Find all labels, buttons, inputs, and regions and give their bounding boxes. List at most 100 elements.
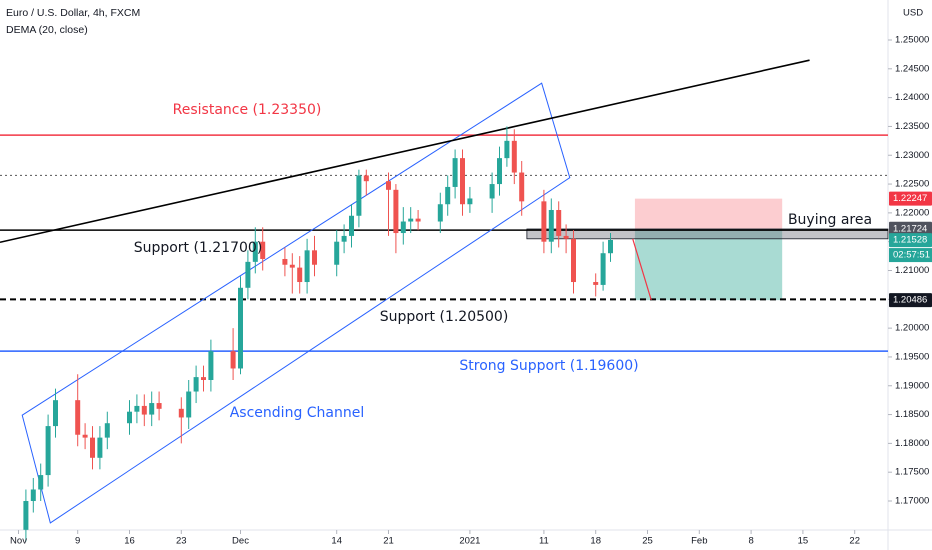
countdown-bg <box>889 248 932 263</box>
x-tick-label: 25 <box>642 536 653 547</box>
plot: Resistance (1.23350) Support (1.21700) Sup… <box>0 59 889 542</box>
annotation: Ascending Channel <box>230 405 365 421</box>
y-tick-label: 1.22500 <box>895 179 929 190</box>
candle-body <box>230 351 236 369</box>
x-tick-label: 16 <box>124 536 135 547</box>
annotation: Support (1.21700) <box>134 240 263 256</box>
candle-body <box>82 434 88 438</box>
candle-body <box>297 267 303 283</box>
candle-body <box>504 140 510 159</box>
candle-body <box>556 209 562 236</box>
candle-body <box>489 184 495 199</box>
target-zone <box>634 228 783 301</box>
candle-body <box>90 437 95 458</box>
candle-body <box>541 201 547 242</box>
candle-body <box>460 158 465 205</box>
candle-body <box>38 475 44 490</box>
y-tick-label: 1.19500 <box>895 351 929 362</box>
candle-body <box>75 400 81 435</box>
candle-body <box>45 426 51 476</box>
y-tick-label: 1.20000 <box>895 323 929 334</box>
candle-body <box>400 221 406 234</box>
x-tick-label: Feb <box>691 536 707 547</box>
candle-body <box>363 175 369 182</box>
stop-zone <box>634 198 783 229</box>
countdown: 02:57:51 <box>893 250 930 261</box>
currency: USD <box>903 8 923 19</box>
y-tick-label: 1.22000 <box>895 207 929 218</box>
candle-body <box>312 250 317 265</box>
candle-body <box>23 501 29 530</box>
candle-body <box>186 391 192 418</box>
x-tick-label: Nov <box>10 536 27 547</box>
candle-body <box>104 423 110 438</box>
chart-title: Euro / U.S. Dollar, 4h, FXCM <box>6 7 140 19</box>
x-tick-label: 21 <box>383 536 394 547</box>
candle-body <box>467 198 473 205</box>
y-tick-label: 1.17500 <box>895 467 929 478</box>
candle-body <box>260 241 266 259</box>
candle-body <box>252 241 258 262</box>
price-label: 1.22247 <box>893 193 927 204</box>
annotation: Resistance (1.23350) <box>173 102 322 118</box>
x-tick-label: 18 <box>590 536 601 547</box>
price-label: 1.21724 <box>893 223 927 234</box>
y-tick-label: 1.24500 <box>895 63 929 74</box>
candle-body <box>600 253 606 285</box>
candle-body <box>149 403 155 415</box>
candle-body <box>127 411 132 424</box>
candle-body <box>238 287 243 369</box>
candle-body <box>341 235 347 242</box>
y-tick-label: 1.18500 <box>895 409 929 420</box>
x-tick-label: 15 <box>798 536 809 547</box>
annotation: Support (1.20500) <box>380 309 509 325</box>
candle-body <box>134 405 140 412</box>
candle-body <box>53 400 58 427</box>
y-tick-label: 1.21000 <box>895 265 929 276</box>
candle-body <box>497 158 502 185</box>
candle-body <box>593 282 599 285</box>
y-tick-label: 1.25000 <box>895 35 929 46</box>
price-label-bg <box>889 221 932 236</box>
x-tick-label: 8 <box>748 536 753 547</box>
candle-body <box>97 437 103 458</box>
projection-arrow <box>632 238 652 301</box>
y-tick-label: 1.19000 <box>895 380 929 391</box>
candle-body <box>356 175 362 216</box>
candle-body <box>178 408 184 418</box>
candle-body <box>386 181 391 190</box>
price-label-bg <box>889 191 932 206</box>
y-tick-label: 1.18000 <box>895 438 929 449</box>
candle-body <box>245 261 251 288</box>
candle-body <box>608 239 613 254</box>
buying-zone <box>526 228 889 240</box>
y-tick-label: 1.23000 <box>895 150 929 161</box>
y-tick-label: 1.17000 <box>895 496 929 507</box>
x-tick-label: 9 <box>75 536 80 547</box>
candle-body <box>334 241 340 265</box>
candle-body <box>289 264 295 268</box>
candle-body <box>304 250 310 283</box>
candle-body <box>563 235 569 239</box>
candle-body <box>282 258 288 265</box>
candle-body <box>393 189 399 234</box>
candle-body <box>519 172 525 202</box>
price-label-bg <box>889 293 932 308</box>
candle-body <box>408 218 414 222</box>
candle-body <box>156 403 162 409</box>
candle-body <box>193 377 199 392</box>
annotation: Strong Support (1.19600) <box>459 358 638 374</box>
annotation: Buying area <box>788 212 872 228</box>
x-tick-label: Dec <box>232 536 249 547</box>
price-label: 1.20486 <box>893 295 927 306</box>
candle-body <box>571 238 576 283</box>
candle-body <box>548 209 554 242</box>
price-label-bg <box>889 233 932 248</box>
indicator-label: DEMA (20, close) <box>6 24 88 36</box>
candle-body <box>208 351 214 380</box>
x-tick-label: 14 <box>331 536 342 547</box>
candle-body <box>452 158 458 187</box>
x-tick-label: 22 <box>849 536 860 547</box>
